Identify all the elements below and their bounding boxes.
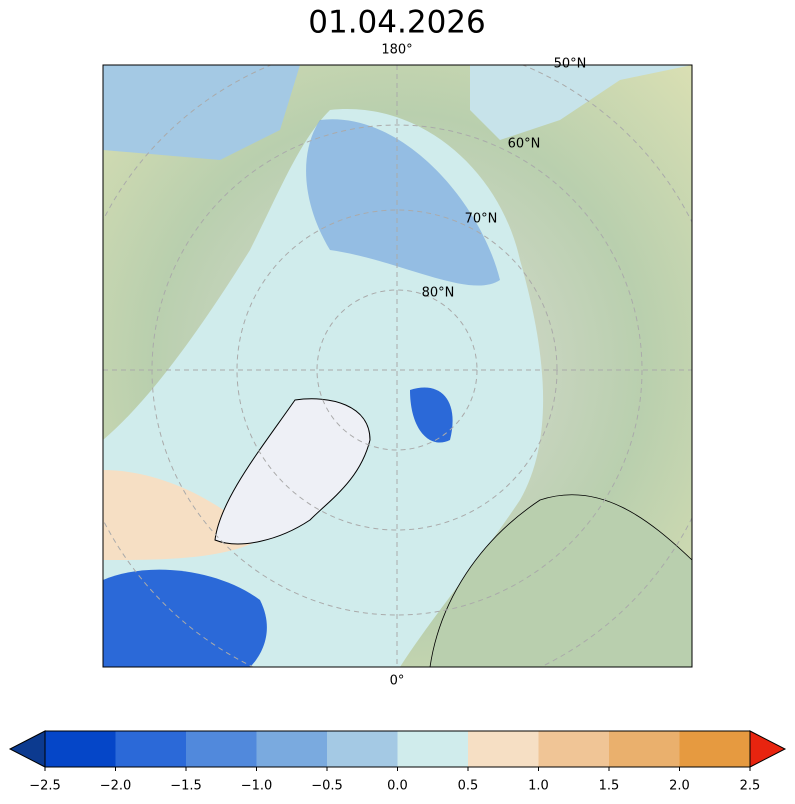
title: 01.04.2026	[308, 5, 486, 41]
over-extension	[749, 730, 787, 768]
tick-label: −0.5	[311, 779, 343, 794]
tick-label: −1.5	[170, 779, 202, 794]
colorbar: −2.5 −2.0 −1.5 −1.0 −0.5 0.0 0.5 1.0 1.5 2.0 2.5	[8, 730, 787, 794]
colorbar-bin	[609, 731, 680, 767]
greenland	[214, 398, 371, 545]
tick-label: −2.0	[100, 779, 132, 794]
tick-label: 0.5	[458, 779, 479, 794]
colorbar-bin	[327, 731, 398, 767]
scandinavia	[429, 494, 692, 667]
under-extension	[8, 730, 46, 768]
lon-label: 0°	[390, 674, 405, 689]
lat-label: 70°N	[465, 212, 498, 227]
pacific	[103, 65, 300, 160]
lat-label: 50°N	[554, 57, 587, 72]
graticule	[103, 65, 692, 667]
colorbar-bin	[115, 731, 186, 767]
anomaly-patch	[410, 387, 453, 443]
lat-label: 80°N	[422, 286, 455, 301]
pacific-east	[470, 65, 692, 140]
tick-label: 2.0	[669, 779, 690, 794]
tick-label: 0.0	[387, 779, 408, 794]
lon-label: 180°	[381, 43, 412, 58]
colorbar-bin	[679, 731, 750, 767]
colorbar-bin	[186, 731, 257, 767]
tick-label: 1.0	[528, 779, 549, 794]
tick-label: 2.5	[740, 779, 761, 794]
tick-label: −1.0	[241, 779, 273, 794]
colorbar-bin	[397, 731, 468, 767]
map-frame	[102, 64, 693, 668]
colorbar-bin	[45, 731, 116, 767]
tick-label: 1.5	[599, 779, 620, 794]
map	[103, 65, 692, 667]
colorbar-bin	[538, 731, 609, 767]
shelf-sea	[306, 119, 500, 286]
colorbar-bin	[468, 731, 539, 767]
colorbar-bin	[256, 731, 327, 767]
lat-label: 60°N	[508, 137, 541, 152]
anomaly-patch	[103, 569, 267, 667]
tick-label: −2.5	[29, 779, 61, 794]
